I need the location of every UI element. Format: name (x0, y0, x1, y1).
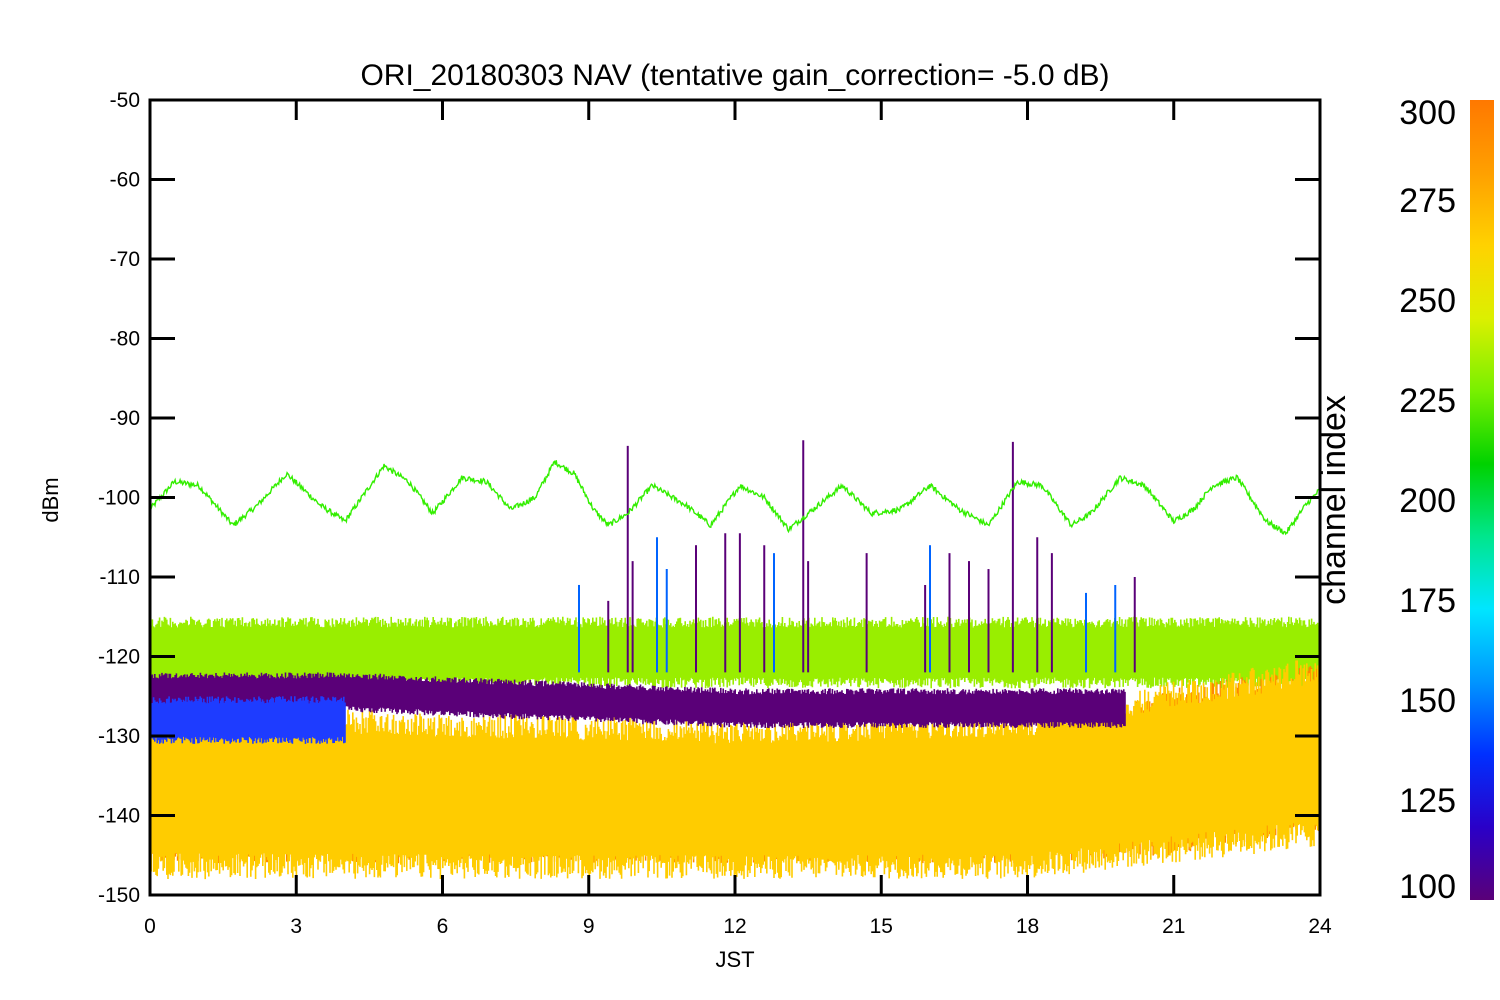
colorbar-tick-label-8: 100 (1399, 868, 1456, 906)
colorbar-tick-label-3: 225 (1399, 382, 1456, 420)
y-tick-label-6: -110 (100, 566, 140, 589)
noise-band-3 (150, 660, 1320, 880)
colorbar-gradient (1470, 100, 1494, 900)
y-tick-label-4: -90 (110, 407, 140, 430)
x-tick-label-5: 15 (870, 915, 893, 938)
x-tick-label-6: 18 (1016, 915, 1039, 938)
y-tick-label-10: -150 (98, 884, 140, 907)
y-tick-label-1: -60 (110, 169, 140, 192)
x-tick-label-3: 9 (583, 915, 595, 938)
colorbar-ticks: 300 275 250 225 200 175 150 125 100 (1399, 94, 1456, 906)
series-lines (150, 460, 1320, 536)
x-tick-label-7: 21 (1162, 915, 1185, 938)
colorbar-tick-label-7: 125 (1399, 782, 1456, 820)
colorbar-tick-label-0: 300 (1399, 94, 1456, 132)
y-tick-label-5: -100 (98, 487, 140, 510)
x-tick-label-0: 0 (144, 915, 156, 938)
y-tick-label-0: -50 (110, 89, 140, 112)
x-tick-label-4: 12 (723, 915, 746, 938)
chart-title: ORI_20180303 NAV (tentative gain_correct… (360, 59, 1109, 92)
x-tick-label-1: 3 (290, 915, 302, 938)
series-line-0 (150, 460, 1320, 536)
x-axis: 0 3 6 9 12 15 18 21 24 (144, 100, 1332, 938)
noise-band-4 (150, 672, 1126, 728)
colorbar-label: channel index (1315, 395, 1353, 605)
spike-lines (578, 440, 1136, 673)
colorbar-tick-label-1: 275 (1399, 182, 1456, 220)
y-axis: -50 -60 -70 -80 -90 -100 -110 -120 -130 -140 -150 (98, 89, 1320, 907)
colorbar-tick-label-4: 200 (1399, 482, 1456, 520)
plot-area (150, 440, 1320, 880)
x-tick-label-8: 24 (1308, 915, 1332, 938)
colorbar: 300 275 250 225 200 175 150 125 100 channel inde… (1315, 94, 1494, 906)
y-tick-label-9: -140 (98, 805, 140, 828)
noise-band-5 (150, 696, 346, 744)
y-tick-label-7: -120 (98, 646, 140, 669)
x-tick-label-2: 6 (437, 915, 449, 938)
x-axis-label: JST (715, 947, 754, 972)
noise-bands (150, 616, 1320, 880)
y-tick-label-8: -130 (98, 725, 140, 748)
colorbar-tick-label-6: 150 (1399, 682, 1456, 720)
y-tick-label-3: -80 (110, 328, 140, 351)
colorbar-tick-label-2: 250 (1399, 282, 1456, 320)
colorbar-tick-label-5: 175 (1399, 582, 1456, 620)
y-axis-label: dBm (38, 477, 63, 522)
y-tick-label-2: -70 (110, 248, 140, 271)
